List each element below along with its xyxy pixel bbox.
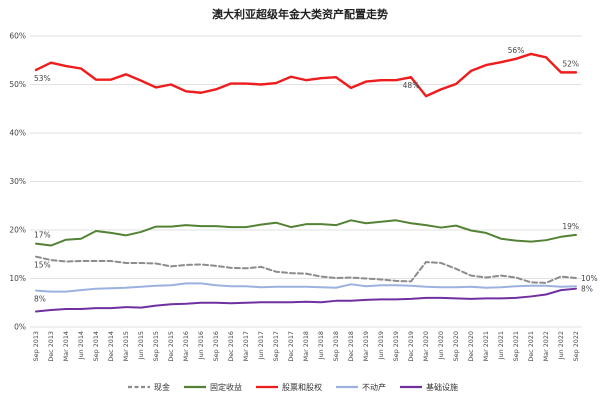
legend-item: 现金	[128, 382, 170, 392]
legend-item: 不动产	[336, 382, 386, 392]
legend-label: 现金	[154, 382, 170, 392]
legend-label: 股票和股权	[282, 382, 322, 392]
data-label: 17%	[34, 231, 51, 240]
data-label: 48%	[403, 81, 420, 90]
x-tick-label: Dec 2016	[227, 331, 235, 362]
y-tick-label: 0%	[14, 323, 26, 332]
x-tick-label: Mar 2022	[542, 331, 550, 361]
x-tick-label: Sep 2013	[32, 331, 40, 361]
data-label: 8%	[581, 285, 593, 294]
series-line	[35, 255, 577, 284]
x-tick-label: Sep 2014	[92, 331, 100, 361]
x-tick-label: Dec 2019	[407, 331, 415, 362]
chart-title: 澳大利亚超级年金大类资产配置走势	[212, 7, 388, 21]
x-tick-label: Sep 2017	[272, 331, 280, 361]
x-tick-label: Mar 2020	[422, 331, 430, 361]
legend-item: 固定收益	[184, 382, 242, 392]
x-tick-label: Sep 2022	[572, 331, 580, 361]
y-tick-label: 10%	[9, 274, 26, 283]
x-tick-label: Dec 2018	[347, 331, 355, 362]
y-tick-label: 20%	[9, 226, 26, 235]
x-tick-label: Sep 2019	[392, 331, 400, 361]
x-tick-label: Dec 2021	[527, 331, 535, 362]
x-tick-label: Dec 2014	[107, 331, 115, 362]
x-tick-label: Sep 2016	[212, 331, 220, 361]
x-tick-label: Mar 2014	[62, 331, 70, 361]
legend-label: 不动产	[362, 382, 386, 392]
y-tick-label: 30%	[9, 177, 26, 186]
y-axis: 0% 10% 20% 30% 40% 50% 60%	[9, 32, 26, 332]
x-tick-label: Jun 2016	[197, 331, 205, 360]
series-line	[35, 282, 577, 293]
legend-label: 基础设施	[426, 382, 458, 392]
x-tick-label: Jun 2019	[377, 331, 385, 360]
x-tick-label: Sep 2018	[332, 331, 340, 361]
gridlines	[30, 35, 582, 328]
x-tick-label: Sep 2020	[452, 331, 460, 361]
x-tick-label: Sep 2021	[512, 331, 520, 361]
y-tick-label: 40%	[9, 129, 26, 138]
data-label: 8%	[34, 295, 46, 304]
x-tick-label: Jun 2021	[497, 331, 505, 360]
series-line	[34, 52, 578, 98]
data-label: 10%	[581, 274, 598, 283]
x-tick-label: Mar 2018	[302, 331, 310, 361]
x-tick-label: Sep 2015	[152, 331, 160, 361]
legend: 现金 固定收益 股票和股权 不动产 基础设施	[128, 382, 458, 392]
x-tick-label: Jun 2015	[137, 331, 145, 360]
data-label: 53%	[34, 74, 51, 83]
data-label: 52%	[562, 59, 579, 68]
x-tick-label: Mar 2016	[182, 331, 190, 361]
data-labels: 53% 48% 56% 52% 17% 19% 15% 10% 8% 8%	[34, 46, 598, 304]
x-tick-label: Dec 2015	[167, 331, 175, 362]
data-label: 15%	[34, 261, 51, 270]
x-tick-label: Jun 2018	[317, 331, 325, 360]
x-tick-label: Jun 2017	[257, 331, 265, 360]
legend-item: 基础设施	[400, 382, 458, 392]
x-tick-label: Jun 2014	[77, 331, 85, 360]
legend-item: 股票和股权	[256, 382, 322, 392]
y-tick-label: 60%	[9, 32, 26, 41]
series-lines	[34, 52, 578, 313]
x-tick-label: Mar 2015	[122, 331, 130, 361]
data-label: 19%	[562, 222, 579, 231]
data-label: 56%	[508, 46, 525, 55]
x-tick-label: Dec 2017	[287, 331, 295, 362]
series-line	[35, 219, 577, 247]
x-tick-label: Mar 2021	[482, 331, 490, 361]
x-axis: Sep 2013 Dec 2013 Mar 2014 Jun 2014 Sep 2014…	[32, 331, 580, 362]
y-tick-label: 50%	[9, 80, 26, 89]
x-tick-label: Mar 2017	[242, 331, 250, 361]
x-tick-label: Dec 2013	[47, 331, 55, 362]
x-tick-label: Dec 2020	[467, 331, 475, 362]
x-tick-label: Jun 2020	[437, 331, 445, 360]
series-line	[35, 287, 577, 313]
legend-label: 固定收益	[210, 382, 242, 392]
x-tick-label: Mar 2019	[362, 331, 370, 361]
x-tick-label: Jun 2022	[557, 331, 565, 360]
